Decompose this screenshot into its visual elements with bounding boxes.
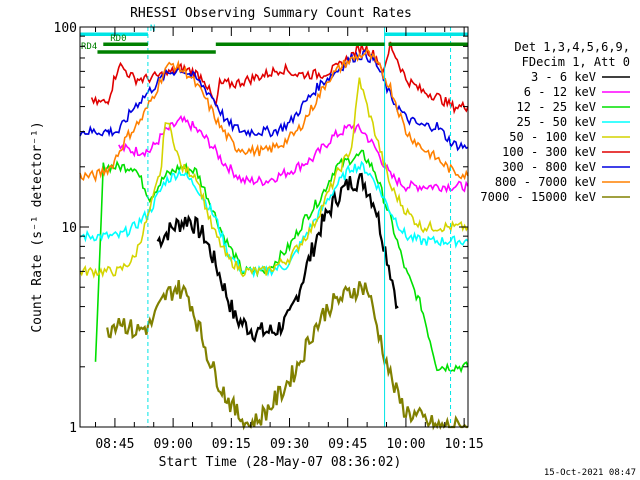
series-line-7 [79, 49, 469, 152]
frame-layer: 08:45 09:00 09:15 09:30 09:45 10:00 10:15 1 10 10… [54, 21, 484, 452]
annotation-label-rd0: RD0 [110, 34, 126, 44]
legend-label-2: 6 - 12 keV [524, 85, 596, 99]
legend-header-line-2: FDecim 1, Att 0 [522, 55, 630, 69]
legend-label-1: 3 - 6 keV [531, 70, 596, 84]
legend-label-3: 12 - 25 keV [517, 100, 596, 114]
legend-label-7: 300 - 800 keV [502, 160, 596, 174]
x-tick-label-4: 09:30 [270, 437, 309, 452]
x-tick-label-5: 09:45 [328, 437, 367, 452]
y-tick-label-2: 10 [61, 221, 77, 236]
legend-header-line-1: Det 1,3,4,5,6,9, [514, 40, 630, 54]
footer-timestamp: 15-Oct-2021 08:47 [544, 468, 636, 478]
annotation-bars-layer: N RD0 RD4 [79, 24, 468, 427]
x-axis-label: Start Time (28-May-07 08:36:02) [159, 455, 402, 470]
x-tick-label-6: 10:00 [386, 437, 425, 452]
annotation-label-rd4: RD4 [81, 42, 97, 52]
legend-label-8: 800 - 7000 keV [495, 175, 596, 189]
legend: Det 1,3,4,5,6,9, FDecim 1, Att 0 3 - 6 k… [480, 40, 630, 204]
series-line-6 [90, 41, 469, 115]
chart-title: RHESSI Observing Summary Count Rates [130, 6, 412, 21]
series-line-8 [79, 48, 469, 183]
series-line-5 [79, 77, 469, 279]
y-axis-label: Count Rate (s⁻¹ detector⁻¹) [30, 121, 45, 332]
series-line-1 [156, 172, 399, 343]
y-tick-label-1: 1 [69, 421, 77, 436]
series-layer [79, 41, 469, 431]
annotation-label-n: N [150, 24, 155, 34]
x-tick-label-7: 10:15 [445, 437, 484, 452]
x-tick-label-1: 08:45 [95, 437, 134, 452]
series-line-9 [106, 279, 468, 431]
legend-label-5: 50 - 100 keV [509, 130, 596, 144]
x-tick-label-3: 09:15 [212, 437, 251, 452]
legend-label-9: 7000 - 15000 keV [480, 190, 596, 204]
series-line-3 [94, 149, 469, 374]
x-tick-label-2: 09:00 [154, 437, 193, 452]
legend-label-6: 100 - 300 keV [502, 145, 596, 159]
series-line-2 [118, 114, 469, 194]
legend-label-4: 25 - 50 keV [517, 115, 596, 129]
y-tick-label-3: 100 [54, 21, 77, 36]
